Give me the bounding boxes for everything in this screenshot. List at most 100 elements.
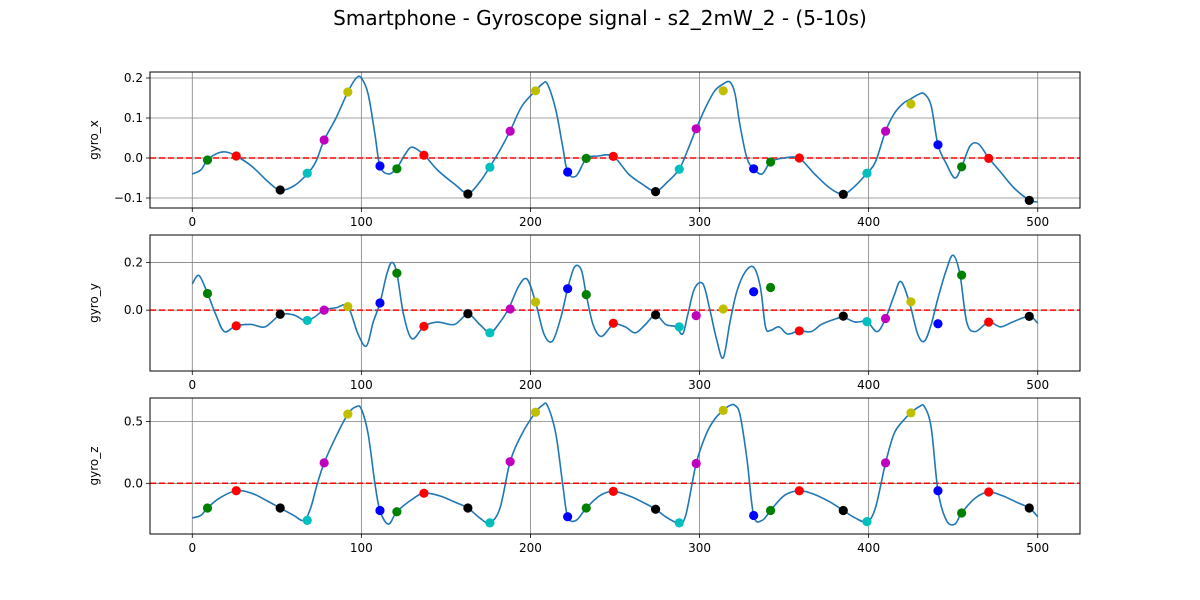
data-point-marker xyxy=(419,488,429,498)
data-point-marker xyxy=(581,503,591,513)
y-axis-label: gyro_y xyxy=(87,283,101,323)
x-tick-label: 200 xyxy=(519,541,542,555)
data-point-marker xyxy=(718,86,728,96)
data-point-marker xyxy=(419,150,429,160)
data-point-marker xyxy=(319,135,329,145)
data-point-marker xyxy=(530,407,541,417)
signal-line xyxy=(191,75,1038,203)
data-point-marker xyxy=(984,153,994,163)
data-point-marker xyxy=(650,187,661,197)
y-axis-label: gyro_z xyxy=(87,446,101,485)
data-point-marker xyxy=(957,162,967,172)
data-point-marker xyxy=(691,311,701,321)
data-point-marker xyxy=(581,290,591,300)
data-point-marker xyxy=(933,319,943,329)
data-point-marker xyxy=(302,168,312,178)
axes-frame xyxy=(149,397,1081,535)
data-point-marker xyxy=(794,326,804,336)
data-point-marker xyxy=(1024,503,1034,513)
data-point-marker xyxy=(650,504,661,514)
data-point-marker xyxy=(463,503,473,513)
x-tick-label: 100 xyxy=(350,215,373,229)
subplot-gyro-x: 0 100 200 300 400 500 −0.1 0.0 0.1 0.2 gyro_x xyxy=(87,71,1081,229)
data-point-marker xyxy=(392,507,402,517)
data-point-marker xyxy=(375,505,385,516)
data-point-marker xyxy=(202,503,213,513)
data-point-marker xyxy=(319,458,329,468)
x-tick-label: 500 xyxy=(1026,378,1049,392)
y-tick-label: 0.0 xyxy=(124,476,143,490)
data-point-marker xyxy=(485,328,495,338)
data-point-marker xyxy=(765,157,776,167)
data-point-marker xyxy=(505,304,515,314)
data-point-marker xyxy=(838,311,848,321)
data-point-marker xyxy=(880,126,891,136)
data-point-marker xyxy=(375,161,385,171)
data-point-marker xyxy=(718,405,728,415)
data-point-marker xyxy=(375,298,385,308)
subplot-gyro-y: 0 100 200 300 400 500 0.0 0.2 gyro_y xyxy=(87,234,1081,392)
y-tick-label: 0.2 xyxy=(124,71,143,85)
data-point-marker xyxy=(463,309,473,319)
data-point-marker xyxy=(231,321,241,331)
data-point-marker xyxy=(650,310,661,320)
data-point-marker xyxy=(933,486,943,496)
data-point-marker xyxy=(838,505,848,516)
data-point-marker xyxy=(794,486,804,496)
data-point-marker xyxy=(275,309,285,319)
y-axis-label: gyro_x xyxy=(87,120,101,160)
figure-title: Smartphone - Gyroscope signal - s2_2mW_2… xyxy=(333,6,867,30)
x-tick-label: 300 xyxy=(688,215,711,229)
y-tick-label: −0.1 xyxy=(114,191,143,205)
data-point-marker xyxy=(419,321,429,331)
x-tick-label: 500 xyxy=(1026,215,1049,229)
data-point-marker xyxy=(275,503,285,513)
data-point-marker xyxy=(674,518,684,528)
data-point-marker xyxy=(862,168,872,178)
data-point-marker xyxy=(343,87,353,97)
x-tick-label: 400 xyxy=(857,215,880,229)
data-point-marker xyxy=(880,458,891,468)
axes-frame xyxy=(149,234,1081,372)
data-point-marker xyxy=(302,515,312,526)
data-point-marker xyxy=(749,164,759,174)
x-tick-label: 100 xyxy=(350,541,373,555)
signal-line xyxy=(191,254,1039,359)
data-point-marker xyxy=(319,305,329,315)
data-point-marker xyxy=(765,505,776,516)
data-point-marker xyxy=(1024,195,1034,205)
data-point-marker xyxy=(749,287,759,297)
data-point-marker xyxy=(749,510,759,521)
data-point-marker xyxy=(530,297,541,307)
data-point-marker xyxy=(906,297,916,307)
data-point-marker xyxy=(392,164,402,174)
x-tick-label: 500 xyxy=(1026,541,1049,555)
data-point-marker xyxy=(563,512,573,522)
data-point-marker xyxy=(838,189,848,199)
data-point-marker xyxy=(765,282,776,293)
data-point-marker xyxy=(231,486,241,496)
data-point-marker xyxy=(984,317,994,327)
data-point-marker xyxy=(581,153,591,163)
data-point-marker xyxy=(1024,311,1034,321)
x-tick-label: 400 xyxy=(857,378,880,392)
y-tick-label: 0.0 xyxy=(124,303,143,317)
data-point-marker xyxy=(463,189,473,199)
data-point-marker xyxy=(906,408,916,418)
x-tick-label: 300 xyxy=(688,541,711,555)
y-tick-label: 0.1 xyxy=(124,111,143,125)
y-tick-label: 0.5 xyxy=(124,414,143,428)
data-point-marker xyxy=(343,409,353,419)
x-tick-label: 0 xyxy=(188,378,196,392)
data-point-marker xyxy=(563,167,573,177)
subplot-gyro-z: 0 100 200 300 400 500 0.0 0.5 gyro_z xyxy=(87,397,1081,555)
data-point-marker xyxy=(984,487,994,497)
data-point-marker xyxy=(563,284,573,294)
data-point-marker xyxy=(608,486,618,496)
x-tick-label: 200 xyxy=(519,378,542,392)
x-tick-label: 300 xyxy=(688,378,711,392)
data-point-marker xyxy=(957,508,967,518)
data-point-marker xyxy=(691,458,701,469)
data-point-marker xyxy=(862,317,872,327)
